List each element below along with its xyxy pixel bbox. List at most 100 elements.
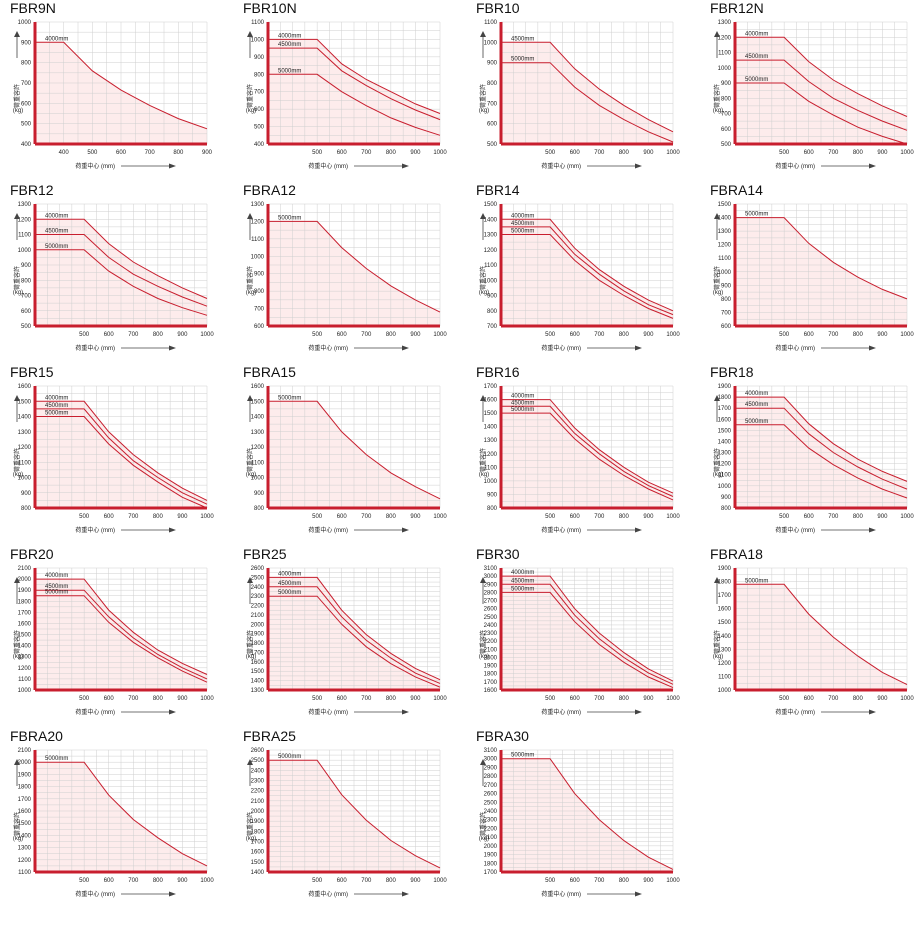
- series-line: [268, 220, 441, 313]
- x-tick-label: 700: [361, 514, 372, 520]
- x-tick-label: 600: [570, 696, 581, 702]
- y-tick-label: 1500: [251, 669, 265, 675]
- chart-svg: 800 900 1000 1100 1200 1300 1400 1500 1600 500 600…: [13, 384, 215, 534]
- y-arrow-head: [14, 213, 20, 219]
- x-tick-label: 700: [594, 150, 605, 156]
- y-axis-label: 荷重容許: [479, 84, 487, 108]
- y-tick-label: 1600: [18, 809, 32, 815]
- y-axis-unit: (kg): [479, 472, 489, 478]
- y-tick-label: 500: [254, 125, 265, 131]
- y-tick-label: 2300: [484, 818, 498, 824]
- y-axis-label: 荷重容許: [713, 448, 721, 472]
- y-tick-label: 1300: [718, 20, 732, 26]
- series-line: [35, 578, 208, 675]
- y-tick-label: 600: [487, 122, 498, 128]
- y-tick-label: 500: [21, 122, 32, 128]
- y-tick-label: 1200: [18, 445, 32, 451]
- y-tick-label: 1500: [718, 620, 732, 626]
- y-tick-label: 1100: [18, 233, 32, 239]
- y-tick-label: 1900: [718, 566, 732, 572]
- y-tick-label: 800: [721, 506, 732, 512]
- chart-title: FBR14: [476, 182, 520, 198]
- y-tick-label: 2500: [251, 575, 265, 581]
- series-label: 5000mm: [745, 77, 768, 83]
- series-label: 5000mm: [278, 215, 301, 221]
- x-tick-label: 800: [386, 696, 397, 702]
- y-tick-label: 800: [21, 278, 32, 284]
- y-tick-label: 2100: [251, 613, 265, 619]
- series-line: [501, 399, 674, 494]
- x-tick-label: 1000: [200, 332, 214, 338]
- y-tick-label: 2100: [18, 566, 32, 572]
- y-tick-label: 1600: [251, 384, 265, 390]
- y-tick-label: 900: [721, 283, 732, 289]
- x-tick-label: 500: [312, 696, 323, 702]
- y-tick-label: 2300: [251, 779, 265, 785]
- y-tick-label: 1700: [18, 797, 32, 803]
- series-label: 4500mm: [511, 400, 534, 406]
- y-axis-label: 荷重容許: [713, 266, 721, 290]
- series-line: [268, 47, 441, 121]
- y-tick-label: 1500: [18, 399, 32, 405]
- y-arrow-head: [714, 31, 720, 37]
- x-tick-label: 700: [594, 332, 605, 338]
- y-arrow-head: [14, 31, 20, 37]
- y-axis-label: 荷重容許: [479, 448, 487, 472]
- y-tick-label: 1200: [251, 445, 265, 451]
- x-tick-label: 900: [877, 150, 888, 156]
- y-tick-label: 800: [487, 506, 498, 512]
- chart-panel: 500 600 700 800 900 1000 1100 500 600 700 800 900 10…: [476, 0, 701, 182]
- y-arrow-head: [247, 759, 253, 765]
- series-line: [35, 761, 208, 867]
- x-tick-label: 700: [128, 514, 139, 520]
- x-arrow-head: [869, 527, 876, 533]
- y-tick-label: 700: [21, 81, 32, 87]
- series-line: [501, 218, 674, 312]
- y-tick-label: 900: [254, 272, 265, 278]
- x-tick-label: 500: [312, 332, 323, 338]
- chart-title: FBR16: [476, 364, 520, 380]
- y-axis-unit: (kg): [713, 654, 723, 660]
- chart-title: FBRA30: [476, 728, 529, 744]
- x-tick-label: 700: [594, 878, 605, 884]
- x-tick-label: 1000: [900, 696, 914, 702]
- y-tick-label: 900: [254, 491, 265, 497]
- series-label: 4500mm: [511, 36, 534, 42]
- x-tick-label: 1000: [200, 878, 214, 884]
- chart-svg: 1400 1500 1600 1700 1800 1900 2000 2100 2200 2300…: [246, 748, 448, 898]
- series-label: 4000mm: [511, 394, 534, 400]
- series-label: 4500mm: [45, 229, 68, 235]
- x-tick-label: 900: [643, 878, 654, 884]
- y-arrow-head: [714, 577, 720, 583]
- y-tick-label: 1400: [718, 216, 732, 222]
- y-tick-label: 1400: [251, 870, 265, 876]
- x-tick-label: 1000: [433, 332, 447, 338]
- y-tick-label: 1500: [484, 411, 498, 417]
- y-tick-label: 1700: [484, 384, 498, 390]
- x-arrow-head: [169, 345, 176, 351]
- x-arrow-head: [402, 345, 409, 351]
- y-tick-label: 1800: [251, 641, 265, 647]
- series-line: [35, 249, 208, 316]
- y-tick-label: 1100: [718, 51, 732, 57]
- chart-title: FBRA12: [243, 182, 296, 198]
- y-tick-label: 1600: [718, 417, 732, 423]
- chart-title: FBR20: [10, 546, 54, 562]
- y-tick-label: 600: [254, 324, 265, 330]
- x-tick-label: 1000: [900, 150, 914, 156]
- y-tick-label: 1400: [718, 439, 732, 445]
- y-axis-label: 荷重容許: [246, 812, 254, 836]
- y-tick-label: 1200: [484, 452, 498, 458]
- x-tick-label: 700: [128, 332, 139, 338]
- series-label: 5000mm: [278, 395, 301, 401]
- chart-panel: 800 900 1000 1100 1200 1300 1400 1500 1600 1700 50…: [476, 364, 701, 546]
- x-tick-label: 1000: [666, 878, 680, 884]
- chart-svg: 1000 1100 1200 1300 1400 1500 1600 1700 1800 1900…: [13, 566, 215, 716]
- x-tick-label: 800: [853, 514, 864, 520]
- y-tick-label: 800: [487, 309, 498, 315]
- x-tick-label: 700: [828, 150, 839, 156]
- y-tick-label: 1200: [718, 462, 732, 468]
- x-tick-label: 500: [545, 332, 556, 338]
- x-tick-label: 900: [643, 332, 654, 338]
- y-tick-label: 600: [21, 309, 32, 315]
